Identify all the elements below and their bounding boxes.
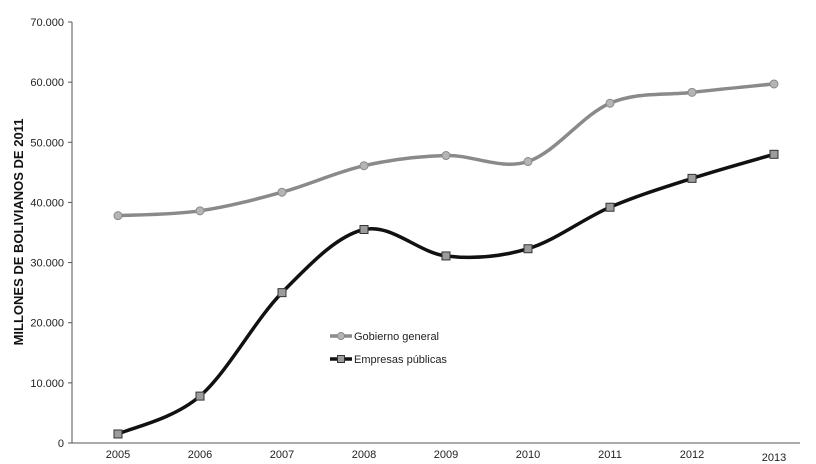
y-tick-label: 30.000 [30, 258, 64, 270]
data-point-gobierno-general [277, 187, 287, 197]
legend: Gobierno general Empresas públicas [330, 331, 447, 366]
legend-label-gobierno-general: Gobierno general [354, 331, 439, 343]
axes: 0 10.000 20.000 30.000 40.000 50.000 60.000 70.… [30, 17, 800, 464]
data-point-empresas-publicas [523, 244, 533, 254]
data-point-gobierno-general [441, 151, 451, 161]
y-axis-label: MILLONES DE BOLIVIANOS DE 2011 [11, 119, 26, 346]
x-tick-label: 2011 [598, 449, 622, 461]
data-point-gobierno-general [113, 211, 123, 221]
series-line-empresas-publicas [116, 152, 776, 436]
x-tick-label: 2009 [434, 449, 458, 461]
x-tick-label: 2010 [516, 449, 540, 461]
data-point-empresas-publicas [441, 251, 451, 261]
data-point-empresas-publicas [113, 429, 123, 439]
data-point-empresas-publicas [359, 224, 369, 234]
y-tick-label: 0 [58, 438, 64, 450]
y-tick-label: 20.000 [30, 318, 64, 330]
legend-marker-gobierno-general [337, 332, 345, 340]
data-point-gobierno-general [687, 87, 697, 97]
data-point-gobierno-general [359, 161, 369, 171]
x-tick-label: 2006 [188, 449, 212, 461]
y-tick-label: 70.000 [30, 17, 64, 29]
y-tick-label: 40.000 [30, 197, 64, 209]
x-tick-label: 2013 [762, 452, 786, 464]
data-point-gobierno-general [769, 79, 779, 89]
data-point-empresas-publicas [195, 391, 205, 401]
legend-label-empresas-publicas: Empresas públicas [354, 354, 447, 366]
x-tick-label: 2012 [680, 449, 704, 461]
series-line-gobierno-general [116, 82, 776, 218]
data-point-empresas-publicas [277, 288, 287, 298]
y-tick-label: 10.000 [30, 378, 64, 390]
data-point-gobierno-general [523, 157, 533, 167]
series-group [113, 79, 779, 439]
y-tick-label: 50.000 [30, 137, 64, 149]
data-point-empresas-publicas [605, 202, 615, 212]
data-point-gobierno-general [605, 98, 615, 108]
data-point-gobierno-general [195, 206, 205, 216]
x-tick-label: 2005 [106, 449, 130, 461]
x-tick-label: 2007 [270, 449, 294, 461]
data-point-empresas-publicas [687, 173, 697, 183]
legend-marker-empresas-publicas [337, 355, 345, 363]
data-point-empresas-publicas [769, 149, 779, 159]
y-tick-label: 60.000 [30, 77, 64, 89]
x-tick-label: 2008 [352, 449, 376, 461]
